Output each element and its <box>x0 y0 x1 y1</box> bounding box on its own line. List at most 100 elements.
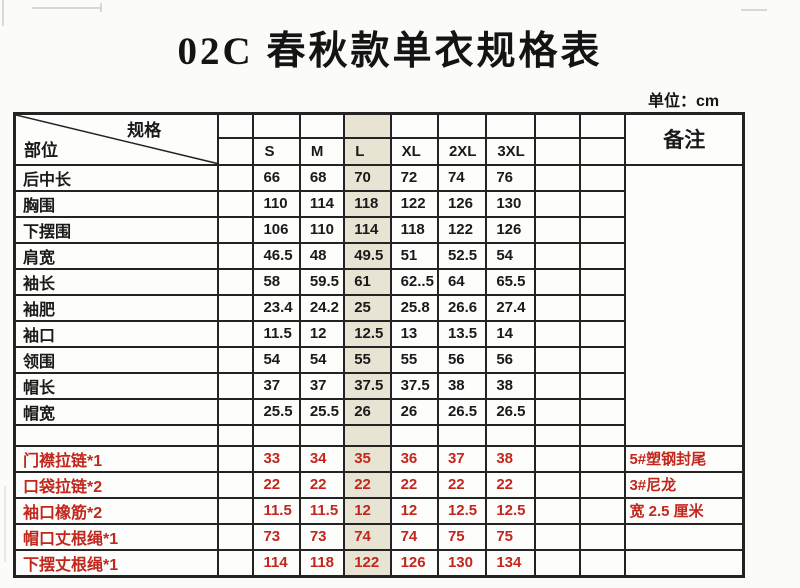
value-cell: 24.2 <box>298 293 346 322</box>
value-cell: 12.5 <box>343 319 392 348</box>
table-row: 帽宽 25.5 25.5 26 26 26.5 26.5 <box>13 397 744 426</box>
empty-cell <box>217 241 255 270</box>
value-cell: 12.5 <box>436 496 488 525</box>
value-cell: 22 <box>343 470 392 499</box>
remark-cell: 5#塑钢封尾 <box>624 444 745 473</box>
empty-cell <box>217 423 255 447</box>
value-cell: 25.5 <box>252 397 301 426</box>
value-cell: 37 <box>252 371 301 400</box>
empty-cell <box>217 444 255 473</box>
scan-artifact <box>2 0 4 26</box>
empty-cell <box>533 371 582 400</box>
value-cell: 61 <box>343 267 392 296</box>
value-cell: 70 <box>343 163 392 192</box>
empty-cell <box>533 423 582 447</box>
value-cell: 22 <box>485 470 536 499</box>
page-title: 02C 春秋款单衣规格表 <box>177 30 603 73</box>
value-cell: 11.5 <box>298 496 346 525</box>
empty-cell <box>579 470 627 499</box>
table-row: 后中长 66 68 70 72 74 76 <box>13 163 745 447</box>
row-label: 领围 <box>13 345 220 374</box>
value-cell <box>436 423 488 447</box>
empty-cell <box>533 241 582 270</box>
value-cell: 110 <box>298 215 346 244</box>
empty-cell <box>252 112 301 139</box>
value-cell: 76 <box>485 163 536 192</box>
table-row: 门襟拉链*1 33 34 35 36 37 38 5#塑钢封尾 <box>13 444 745 473</box>
empty-cell <box>579 444 627 473</box>
value-cell: 54 <box>298 345 346 374</box>
corner-diagonal-cell: 规格 部位 <box>13 112 220 166</box>
value-cell: 130 <box>485 189 536 218</box>
size-header-m: M <box>298 136 346 166</box>
value-cell: 12 <box>343 496 392 525</box>
unit-label: 单位：cm <box>648 93 720 110</box>
empty-cell <box>579 112 627 139</box>
value-cell: 122 <box>389 189 439 218</box>
value-cell: 62..5 <box>389 267 439 296</box>
empty-cell <box>533 345 582 374</box>
empty-cell <box>533 215 582 244</box>
table-row: 袖长 58 59.5 61 62..5 64 65.5 <box>13 267 744 296</box>
empty-cell <box>533 548 582 577</box>
value-cell: 11.5 <box>252 496 301 525</box>
value-cell: 58 <box>252 267 301 296</box>
empty-cell <box>579 522 627 551</box>
empty-cell <box>217 319 255 348</box>
value-cell: 12.5 <box>485 496 536 525</box>
table-row: 帽口丈根绳*1 73 73 74 74 75 75 <box>13 522 745 551</box>
empty-cell <box>217 189 255 218</box>
empty-cell <box>579 397 627 426</box>
value-cell: 126 <box>485 215 536 244</box>
row-label: 胸围 <box>13 189 220 218</box>
value-cell: 14 <box>485 319 536 348</box>
value-cell: 55 <box>343 345 392 374</box>
empty-cell <box>533 444 582 473</box>
empty-cell <box>579 267 627 296</box>
empty-cell <box>579 136 627 166</box>
row-label: 肩宽 <box>13 241 220 270</box>
empty-cell <box>217 548 255 577</box>
value-cell: 49.5 <box>343 241 392 270</box>
value-cell: 35 <box>343 444 392 473</box>
value-cell: 114 <box>298 189 346 218</box>
value-cell: 46.5 <box>252 241 301 270</box>
value-cell: 54 <box>485 241 536 270</box>
row-label: 下摆丈根绳*1 <box>13 548 220 577</box>
value-cell: 122 <box>343 548 392 577</box>
value-cell: 26.5 <box>485 397 536 426</box>
value-cell: 51 <box>389 241 439 270</box>
value-cell: 26 <box>343 397 392 426</box>
value-cell: 22 <box>252 470 301 499</box>
value-cell <box>485 423 536 447</box>
empty-cell <box>217 293 255 322</box>
value-cell: 37 <box>436 444 488 473</box>
table-row: 领围 54 54 55 55 56 56 <box>13 345 744 374</box>
empty-cell <box>579 189 627 218</box>
value-cell: 59.5 <box>298 267 346 296</box>
empty-cell <box>533 136 582 166</box>
value-cell: 68 <box>298 163 346 192</box>
value-cell: 75 <box>485 522 536 551</box>
value-cell: 72 <box>389 163 439 192</box>
value-cell: 118 <box>343 189 392 218</box>
value-cell: 52.5 <box>436 241 488 270</box>
remark-cell <box>624 522 745 551</box>
empty-cell <box>533 470 582 499</box>
table-row: 下摆围 106 110 114 118 122 126 <box>13 215 744 244</box>
value-cell: 23.4 <box>252 293 301 322</box>
table-row: 袖口橡筋*2 11.5 11.5 12 12 12.5 12.5 宽 2.5 厘米 <box>13 496 745 525</box>
value-cell: 126 <box>389 548 439 577</box>
value-cell: 73 <box>252 522 301 551</box>
empty-cell <box>579 371 627 400</box>
size-header-l: L <box>343 136 392 166</box>
empty-cell <box>436 112 488 139</box>
value-cell: 37 <box>298 371 346 400</box>
value-cell <box>298 423 346 447</box>
table-row: 下摆丈根绳*1 114 118 122 126 130 134 <box>13 548 745 577</box>
size-header-2xl: 2XL <box>436 136 488 166</box>
value-cell: 38 <box>485 444 536 473</box>
value-cell: 25 <box>343 293 392 322</box>
header-row-sizes: S M L XL 2XL 3XL <box>15 136 744 166</box>
